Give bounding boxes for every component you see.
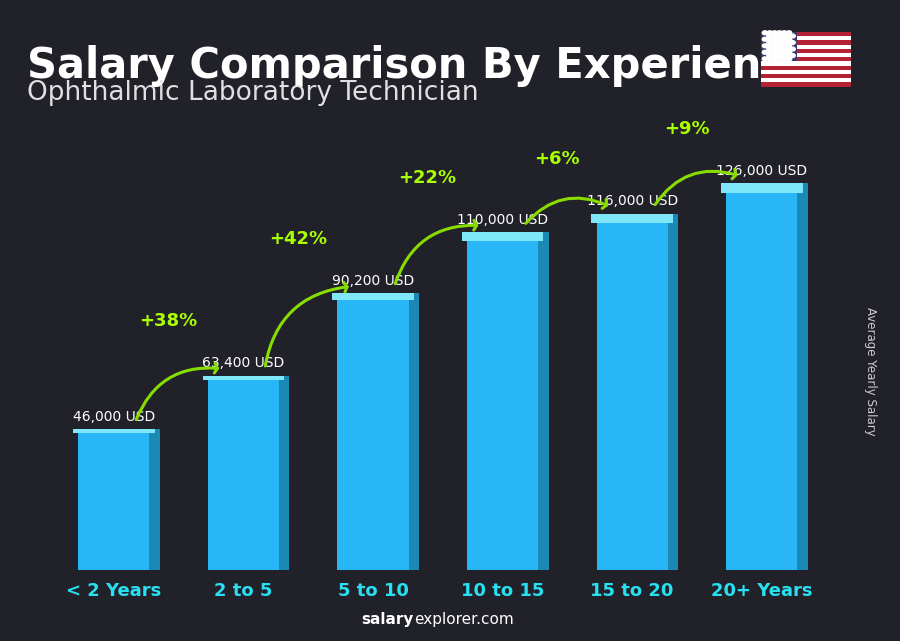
- Bar: [726, 183, 797, 570]
- Text: 116,000 USD: 116,000 USD: [587, 194, 678, 208]
- Text: 63,400 USD: 63,400 USD: [202, 356, 284, 370]
- Text: +22%: +22%: [399, 169, 456, 187]
- Bar: [78, 429, 149, 570]
- Bar: [208, 376, 279, 570]
- Text: 126,000 USD: 126,000 USD: [716, 163, 807, 178]
- Text: Ophthalmic Laboratory Technician: Ophthalmic Laboratory Technician: [27, 80, 479, 106]
- Text: +42%: +42%: [269, 229, 327, 247]
- Bar: [73, 429, 155, 433]
- Text: +9%: +9%: [664, 119, 709, 138]
- Bar: [149, 429, 160, 570]
- Bar: [279, 376, 290, 570]
- Bar: [538, 232, 549, 570]
- Bar: [332, 293, 414, 300]
- Bar: [597, 214, 668, 570]
- Bar: [721, 183, 803, 193]
- Bar: [797, 183, 808, 570]
- Text: 110,000 USD: 110,000 USD: [457, 213, 548, 227]
- Text: explorer.com: explorer.com: [414, 612, 514, 627]
- Bar: [591, 214, 673, 222]
- Text: 90,200 USD: 90,200 USD: [332, 274, 414, 288]
- Text: +6%: +6%: [535, 150, 580, 169]
- Bar: [202, 376, 284, 380]
- Text: Average Yearly Salary: Average Yearly Salary: [865, 308, 878, 436]
- Bar: [338, 293, 409, 570]
- Text: +38%: +38%: [140, 312, 197, 330]
- Bar: [462, 232, 544, 240]
- Text: 46,000 USD: 46,000 USD: [73, 410, 155, 424]
- Text: Salary Comparison By Experience: Salary Comparison By Experience: [27, 45, 814, 87]
- Bar: [467, 232, 538, 570]
- Text: salary: salary: [362, 612, 414, 627]
- Bar: [668, 214, 679, 570]
- Bar: [409, 293, 419, 570]
